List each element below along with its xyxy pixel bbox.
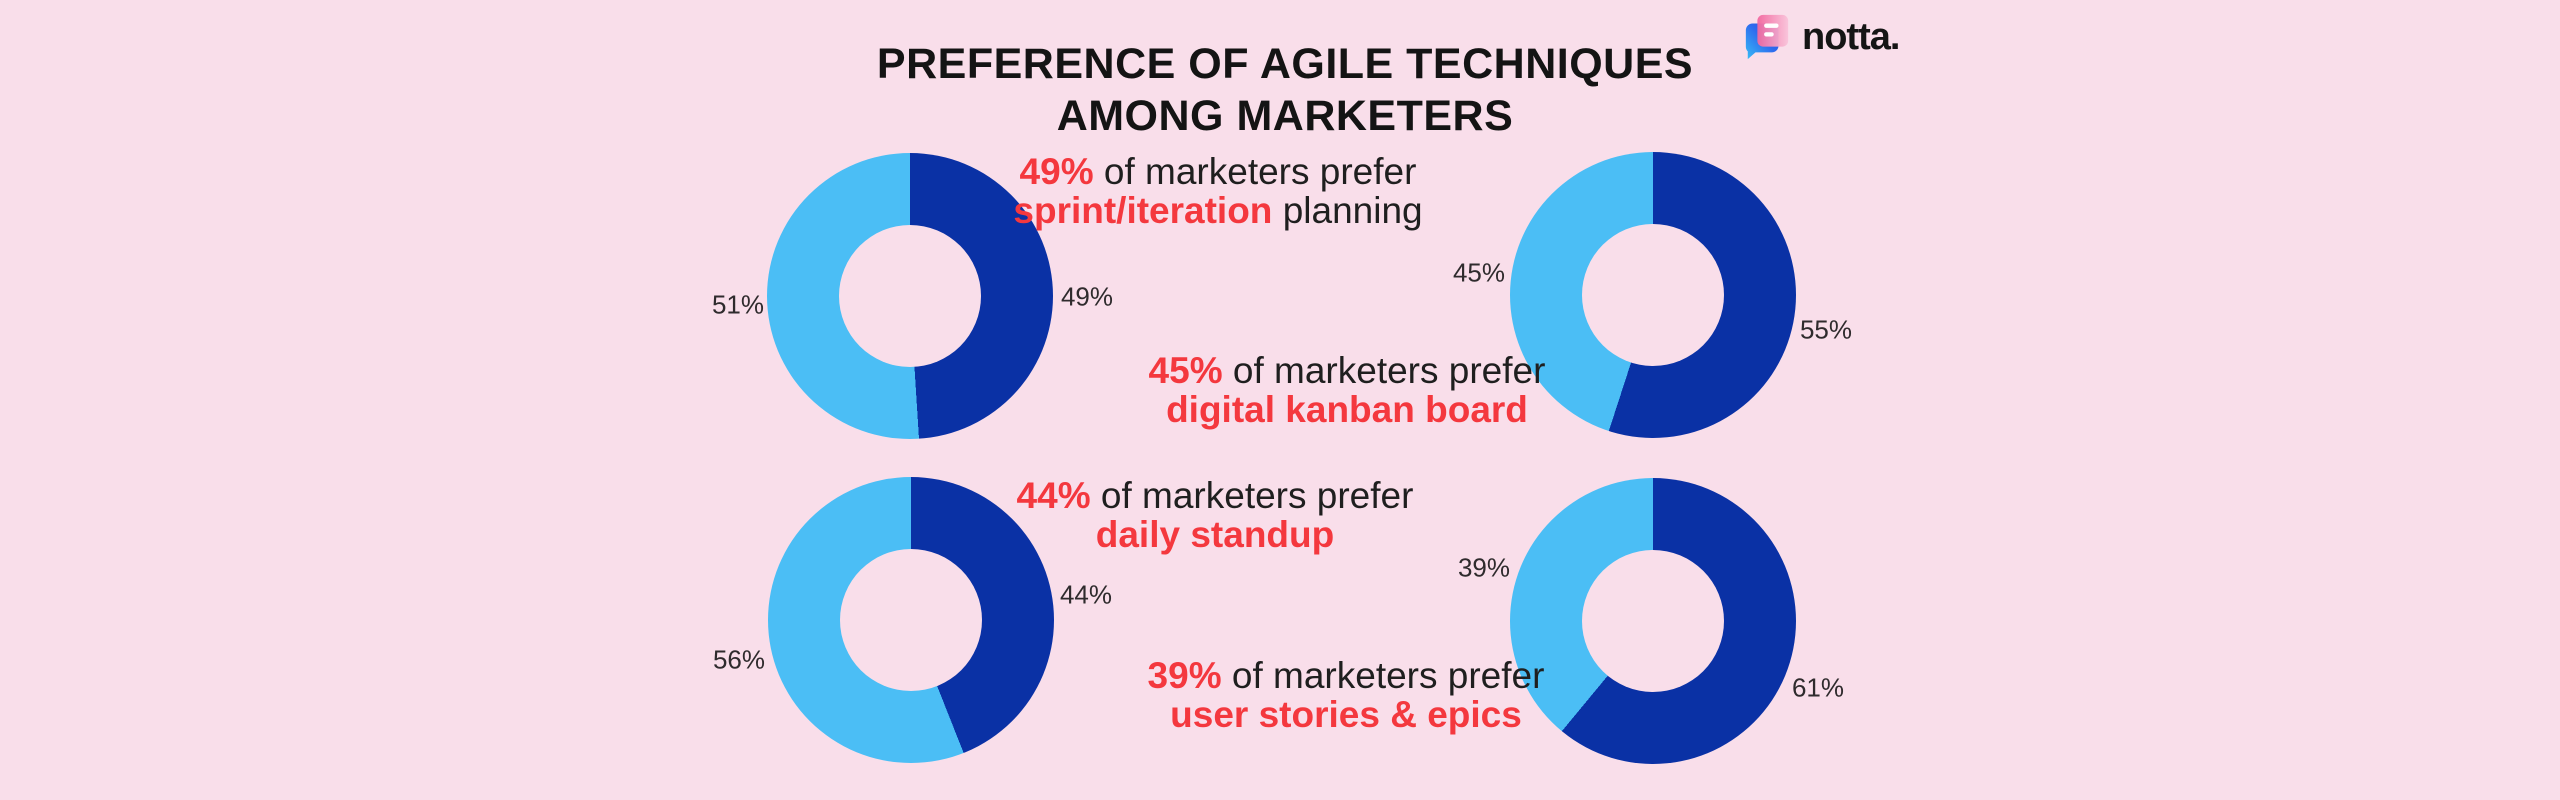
caption-highlight: digital kanban board: [1166, 389, 1528, 430]
page-title-line2: AMONG MARKETERS: [1056, 92, 1514, 140]
caption-highlight: 44%: [1016, 475, 1091, 516]
slice-label-dark: 55%: [1799, 314, 1853, 345]
caption-line1: 44% of marketers prefer: [1017, 476, 1414, 515]
notta-logo: notta.: [1742, 12, 1900, 62]
donut-hole: [840, 549, 982, 691]
caption-line2: digital kanban board: [1149, 390, 1546, 429]
caption-text: of marketers prefer: [1090, 475, 1414, 516]
caption-line2: sprint/iteration planning: [1013, 191, 1422, 230]
caption-highlight: user stories & epics: [1170, 694, 1522, 735]
donut-hole: [1582, 224, 1724, 366]
page-title-line1: PREFERENCE OF AGILE TECHNIQUES: [876, 40, 1694, 88]
caption-highlight: daily standup: [1095, 514, 1335, 555]
caption-line2: daily standup: [1017, 515, 1414, 554]
caption-daily-standup: 44% of marketers prefer daily standup: [1017, 476, 1414, 554]
page-title: PREFERENCE OF AGILE TECHNIQUES AMONG MAR…: [877, 38, 1693, 142]
notta-logo-icon: [1745, 14, 1789, 60]
donut-hole: [1582, 550, 1724, 692]
caption-text: of marketers prefer: [1222, 350, 1546, 391]
donut-chart-daily-standup: [768, 477, 1054, 763]
caption-sprint-iteration-planning: 49% of marketers prefer sprint/iteration…: [1013, 152, 1422, 230]
caption-highlight: 39%: [1147, 655, 1222, 696]
caption-text: planning: [1272, 190, 1423, 231]
notta-logo-text: notta.: [1802, 16, 1900, 58]
donut-chart-sprint-iteration-planning: [767, 153, 1053, 439]
caption-highlight: 49%: [1019, 151, 1094, 192]
donut-chart-user-stories-epics: [1510, 478, 1796, 764]
slice-label-light: 45%: [1452, 257, 1506, 288]
caption-digital-kanban-board: 45% of marketers prefer digital kanban b…: [1149, 351, 1546, 429]
donut-hole: [839, 225, 981, 367]
caption-line2: user stories & epics: [1148, 695, 1545, 734]
slice-label-light: 39%: [1457, 552, 1511, 583]
caption-text: of marketers prefer: [1221, 655, 1545, 696]
slice-label-dark: 61%: [1791, 672, 1845, 703]
caption-highlight: sprint/iteration: [1013, 190, 1273, 231]
caption-line1: 39% of marketers prefer: [1148, 656, 1545, 695]
caption-user-stories-epics: 39% of marketers prefer user stories & e…: [1148, 656, 1545, 734]
slice-label-light: 51%: [711, 289, 765, 320]
caption-highlight: 45%: [1148, 350, 1223, 391]
caption-text: of marketers prefer: [1093, 151, 1417, 192]
slice-label-dark: 44%: [1059, 579, 1113, 610]
caption-line1: 45% of marketers prefer: [1149, 351, 1546, 390]
slice-label-light: 56%: [712, 644, 766, 675]
donut-chart-digital-kanban-board: [1510, 152, 1796, 438]
caption-line1: 49% of marketers prefer: [1013, 152, 1422, 191]
slice-label-dark: 49%: [1060, 281, 1114, 312]
